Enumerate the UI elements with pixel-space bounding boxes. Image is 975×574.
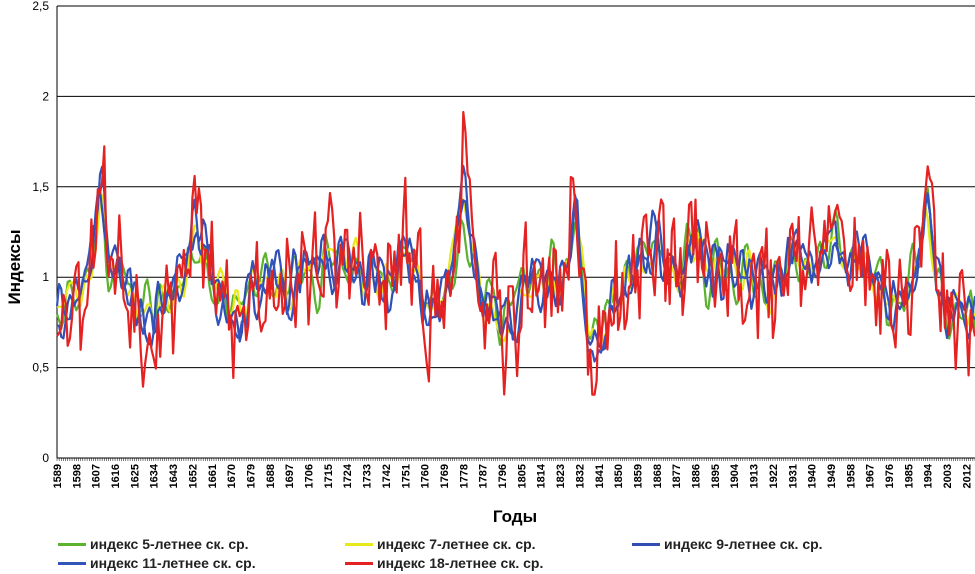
x-tick-label: 1688 (265, 464, 277, 488)
x-tick-label: 2012 (961, 464, 973, 488)
x-tick-label: 1778 (458, 464, 470, 488)
x-tick-label: 1895 (710, 464, 722, 488)
y-tick-labels: 0 0,5 1 1,5 2 2,5 (32, 0, 49, 465)
x-tick-label: 1931 (787, 464, 799, 488)
legend-swatch-9yr (632, 542, 660, 546)
x-tick-label: 1643 (168, 464, 180, 488)
x-tick-label: 1634 (149, 463, 161, 488)
x-tick-label: 1598 (71, 464, 83, 488)
legend-label-5yr: индекс 5-летнее ск. ср. (90, 536, 249, 552)
x-tick-label: 1697 (284, 464, 296, 488)
chart-area: 0 0,5 1 1,5 2 2,5 1589 1598 1607 1616 1625 1634 164… (5, 0, 975, 526)
x-tick-label: 1751 (400, 464, 412, 488)
x-tick-label: 1832 (574, 464, 586, 488)
x-tick-label: 1670 (226, 464, 238, 488)
x-tick-label: 1850 (613, 464, 625, 488)
y-tick-label: 1 (42, 270, 49, 284)
x-tick-label: 1607 (91, 464, 103, 488)
legend-item-18yr: индекс 18-летнее ск. ср. (345, 555, 543, 571)
series-lines (55, 110, 975, 396)
x-tick-label: 1877 (671, 464, 683, 488)
x-tick-label: 1976 (884, 464, 896, 488)
legend: индекс 5-летнее ск. ср. индекс 7-летнее … (0, 530, 975, 574)
y-tick-label: 0,5 (32, 361, 49, 375)
x-tick-label: 1589 (52, 464, 64, 488)
legend-label-7yr: индекс 7-летнее ск. ср. (377, 536, 536, 552)
y-axis-title: Индексы (5, 230, 24, 305)
x-tick-label: 1724 (342, 463, 354, 488)
y-tick-label: 1,5 (32, 180, 49, 194)
legend-label-18yr: индекс 18-летнее ск. ср. (377, 555, 544, 571)
x-tick-label: 1841 (594, 464, 606, 488)
x-tick-label: 1616 (110, 464, 122, 488)
y-tick-label: 2 (42, 89, 49, 103)
x-tick-label: 1859 (632, 464, 644, 488)
x-tick-label: 1796 (497, 464, 509, 488)
x-tick-label: 1742 (381, 464, 393, 488)
y-tick-label: 2,5 (32, 0, 49, 13)
x-tick-label: 1814 (536, 463, 548, 488)
x-tick-label: 1913 (749, 464, 761, 488)
legend-swatch-18yr (345, 561, 373, 565)
x-axis-title: Годы (493, 507, 537, 526)
legend-swatch-5yr (58, 542, 86, 546)
legend-label-11yr: индекс 11-летнее ск. ср. (90, 555, 256, 571)
legend-swatch-7yr (345, 542, 373, 546)
x-tick-label: 1769 (439, 464, 451, 488)
x-tick-label: 1958 (845, 464, 857, 488)
y-tick-label: 0 (42, 451, 49, 465)
x-tick-label: 1967 (865, 464, 877, 488)
series-line-4 (56, 110, 975, 396)
legend-label-9yr: индекс 9-летнее ск. ср. (664, 536, 823, 552)
x-tick-label: 1940 (807, 464, 819, 488)
x-tick-label: 1760 (420, 464, 432, 488)
x-tick-label: 1805 (516, 464, 528, 488)
x-tick-label: 1661 (207, 464, 219, 488)
x-tick-label: 1652 (187, 464, 199, 488)
x-tick-label: 1868 (652, 464, 664, 488)
x-tick-label: 2003 (942, 464, 954, 488)
x-tick-label: 1679 (245, 464, 257, 488)
x-tick-label: 1985 (903, 464, 915, 488)
x-tick-label: 1949 (826, 464, 838, 488)
legend-swatch-11yr (58, 561, 86, 565)
x-tick-label: 1994 (923, 463, 935, 488)
x-tick-label: 1922 (768, 464, 780, 488)
legend-item-9yr: индекс 9-летнее ск. ср. (632, 536, 823, 552)
x-tick-label: 1823 (555, 464, 567, 488)
x-tick-label: 1625 (129, 464, 141, 488)
legend-item-11yr: индекс 11-летнее ск. ср. (58, 555, 256, 571)
legend-item-7yr: индекс 7-летнее ск. ср. (345, 536, 536, 552)
legend-item-5yr: индекс 5-летнее ск. ср. (58, 536, 249, 552)
x-tick-labels: 1589 1598 1607 1616 1625 1634 1643 1652 1661 1670… (52, 458, 975, 488)
x-tick-label: 1715 (323, 464, 335, 488)
x-tick-label: 1787 (478, 464, 490, 488)
x-tick-label: 1904 (729, 463, 741, 488)
x-tick-label: 1886 (691, 464, 703, 488)
x-tick-label: 1706 (304, 464, 316, 488)
x-tick-label: 1733 (362, 464, 374, 488)
